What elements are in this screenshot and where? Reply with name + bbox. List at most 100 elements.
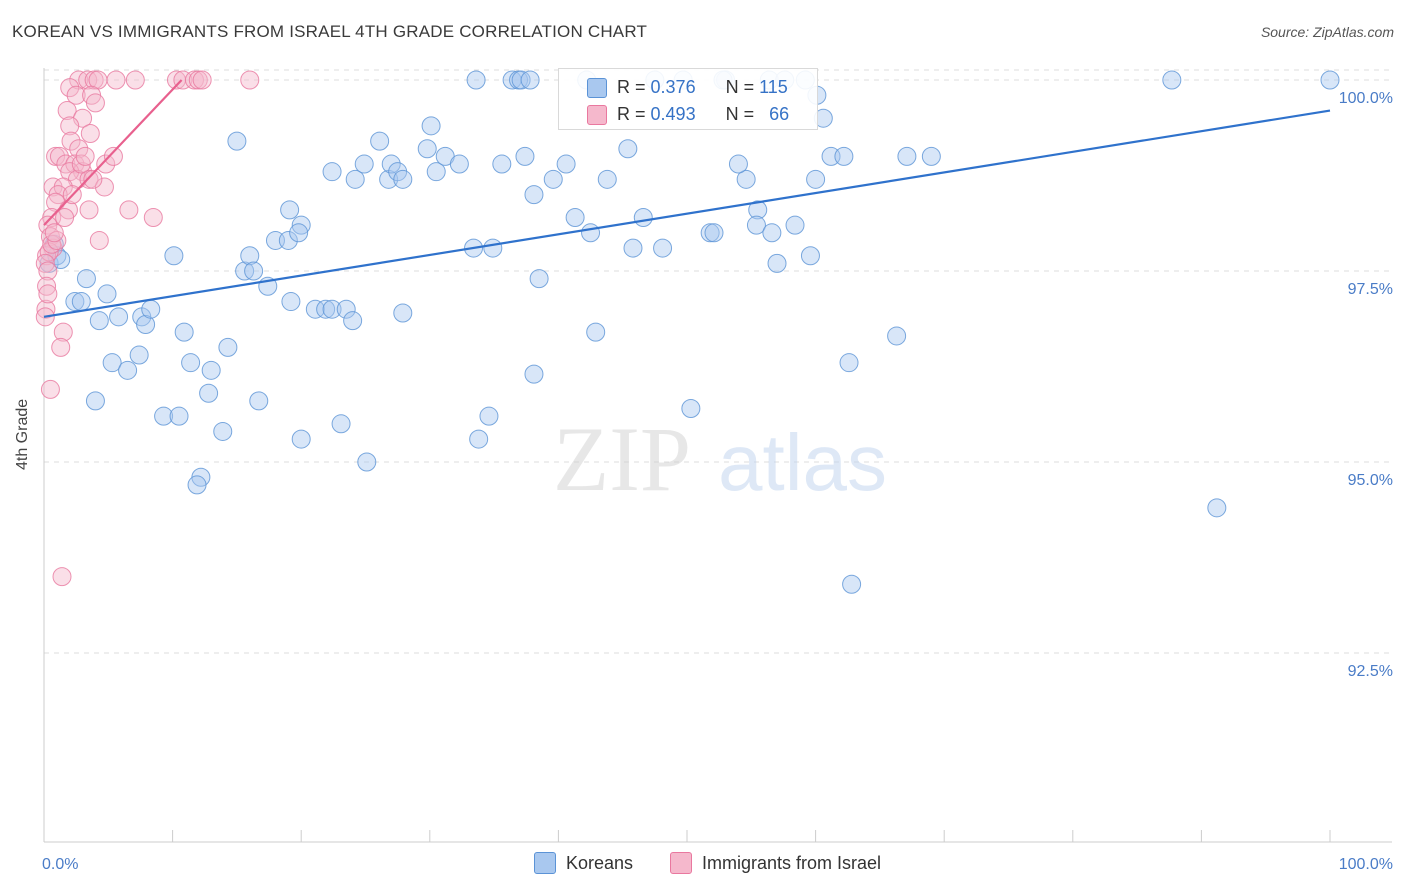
legend-r-value-israel: 0.493 <box>650 103 696 124</box>
israel-point <box>57 101 77 121</box>
israel-point <box>85 93 105 113</box>
koreans-point <box>249 391 269 411</box>
koreans-point <box>597 169 617 189</box>
legend-swatch-israel <box>587 105 607 125</box>
koreans-point <box>524 185 544 205</box>
koreans-point <box>653 238 673 258</box>
israel-point <box>103 146 123 166</box>
tick-labels: 100.0% 97.5% 95.0% 92.5% 0.0% 100.0% <box>42 90 1393 873</box>
koreans-point <box>800 246 820 266</box>
watermark-zip: ZIP <box>553 408 691 510</box>
israel-point <box>106 70 126 90</box>
koreans-point <box>417 139 437 159</box>
koreans-point <box>581 223 601 243</box>
israel-point <box>37 276 57 296</box>
legend-n-value-israel: 66 <box>769 103 790 124</box>
koreans-point <box>421 116 441 136</box>
koreans-point <box>556 154 576 174</box>
koreans-point <box>71 292 91 312</box>
israel-point <box>78 70 98 90</box>
koreans-point <box>141 299 161 319</box>
koreans-point <box>278 230 298 250</box>
koreans-point <box>921 146 941 166</box>
israel-point <box>40 379 60 399</box>
koreans-point <box>767 253 787 273</box>
koreans-point <box>169 406 189 426</box>
koreans-point <box>618 139 638 159</box>
israel-point <box>60 116 80 136</box>
series-label-koreans: Koreans <box>566 852 634 873</box>
series-legend: Koreans Immigrants from Israel <box>0 852 1406 878</box>
israel-point <box>39 242 59 262</box>
koreans-point <box>543 169 563 189</box>
koreans-point <box>1207 498 1227 518</box>
series-swatch-koreans <box>534 852 556 874</box>
koreans-point <box>393 169 413 189</box>
y-tick-label: 95.0% <box>1348 472 1393 489</box>
y-tick-label: 100.0% <box>1339 90 1393 107</box>
israel-point <box>75 146 95 166</box>
israel-point <box>94 177 114 197</box>
koreans-point <box>1162 70 1182 90</box>
israel-point <box>38 215 58 235</box>
legend-n-value-koreans: 115 <box>759 76 788 97</box>
grid-lines <box>44 69 1392 654</box>
koreans-point <box>322 162 342 182</box>
series-label-israel: Immigrants from Israel <box>702 852 882 873</box>
koreans-point <box>887 326 907 346</box>
koreans-point <box>343 311 363 331</box>
israel-point <box>143 208 163 228</box>
koreans-point <box>291 215 311 235</box>
legend-row-israel: R = 0.493 N = 66 <box>617 101 789 127</box>
koreans-point <box>834 146 854 166</box>
koreans-point <box>322 299 342 319</box>
koreans-point <box>479 406 499 426</box>
koreans-point <box>305 299 325 319</box>
israel-point <box>66 85 86 105</box>
x-tick-label-max: 100.0% <box>1339 856 1393 873</box>
koreans-point <box>218 337 238 357</box>
legend-swatch-koreans <box>587 78 607 98</box>
israel-point <box>49 146 69 166</box>
israel-point <box>51 337 71 357</box>
koreans-point <box>109 307 129 327</box>
series-legend-israel[interactable]: Immigrants from Israel <box>670 852 881 874</box>
koreans-point <box>354 154 374 174</box>
koreans-point <box>199 383 219 403</box>
koreans-point <box>746 215 766 235</box>
koreans-point <box>381 154 401 174</box>
y-tick-label: 97.5% <box>1348 281 1393 298</box>
watermark: ZIP atlas <box>553 408 887 510</box>
israel-point <box>240 70 260 90</box>
koreans-trend-line <box>43 109 1331 318</box>
israel-point <box>42 234 62 254</box>
koreans-point <box>681 399 701 419</box>
israel-point <box>55 208 75 228</box>
israel-point <box>48 185 68 205</box>
israel-point <box>89 230 109 250</box>
koreans-point <box>85 391 105 411</box>
chart-title: KOREAN VS IMMIGRANTS FROM ISRAEL 4TH GRA… <box>12 22 648 41</box>
legend-n-label: N = <box>725 103 755 124</box>
koreans-point <box>469 429 489 449</box>
legend-r-value-koreans: 0.376 <box>650 76 696 97</box>
koreans-point <box>118 360 138 380</box>
israel-point <box>52 567 72 587</box>
koreans-point <box>736 169 756 189</box>
koreans-point <box>483 238 503 258</box>
koreans-point <box>281 292 301 312</box>
israel-trend-line <box>43 79 183 226</box>
israel-point <box>38 284 58 304</box>
israel-point <box>60 78 80 98</box>
koreans-point <box>187 475 207 495</box>
koreans-point <box>331 414 351 434</box>
koreans-point <box>524 364 544 384</box>
koreans-point <box>449 154 469 174</box>
koreans-point <box>240 246 260 266</box>
legend-row-koreans: R = 0.376 N = 115 <box>617 74 788 100</box>
koreans-point <box>839 353 859 373</box>
series-legend-koreans[interactable]: Koreans <box>534 852 633 874</box>
koreans-point <box>785 215 805 235</box>
koreans-point <box>520 70 540 90</box>
koreans-point <box>51 250 71 270</box>
